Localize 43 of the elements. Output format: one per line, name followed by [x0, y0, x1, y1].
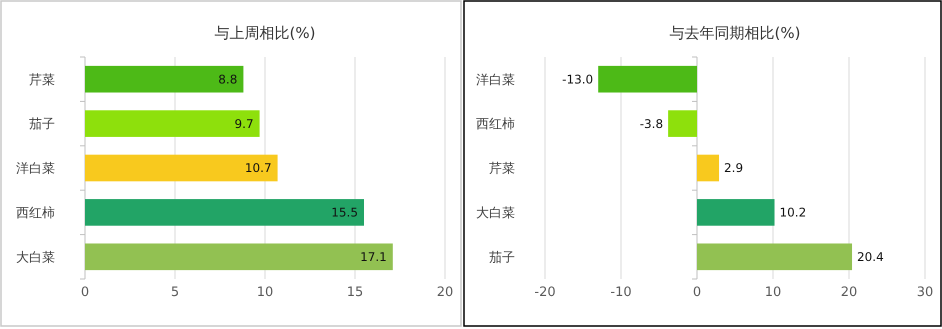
bar	[85, 66, 244, 93]
data-label: 15.5	[331, 206, 358, 220]
y-tick-label: 芹菜	[489, 162, 515, 177]
y-tick-label: 西红柿	[476, 117, 515, 132]
y-tick-label: 芹菜	[29, 72, 55, 88]
data-label: 8.8	[218, 72, 238, 86]
y-tick-label: 大白菜	[476, 206, 515, 221]
data-label: 2.9	[724, 161, 744, 176]
bar	[85, 154, 278, 182]
bar	[85, 110, 260, 137]
data-label: 9.7	[234, 116, 254, 131]
data-label: 10.7	[244, 161, 272, 176]
bar	[85, 243, 393, 270]
chart-title: 与上周相比(%)	[214, 24, 316, 42]
x-tick-label: 0	[80, 285, 90, 300]
x-tick-label: 5	[170, 285, 180, 300]
data-label: -3.8	[640, 116, 664, 131]
x-tick-label: 15	[346, 285, 364, 300]
bar	[598, 66, 697, 93]
y-tick-label: 茄子	[29, 117, 55, 132]
chart-title: 与去年同期相比(%)	[670, 24, 800, 42]
bar	[697, 199, 775, 226]
x-tick-label: 20	[840, 285, 858, 300]
bar	[668, 110, 697, 137]
data-label: 10.2	[780, 206, 806, 220]
x-tick-label: -20	[534, 285, 556, 300]
data-label: -13.0	[562, 72, 594, 86]
y-tick-label: 洋白菜	[476, 72, 515, 88]
y-tick-label: 茄子	[489, 250, 515, 266]
y-tick-label: 洋白菜	[16, 162, 55, 177]
x-tick-label: 30	[916, 285, 934, 300]
bar	[85, 199, 364, 226]
x-tick-label: -10	[610, 285, 632, 300]
bar	[697, 154, 720, 182]
y-tick-label: 西红柿	[16, 206, 55, 221]
x-tick-label: 10	[764, 285, 782, 300]
x-tick-label: 10	[256, 285, 274, 300]
x-tick-label: 20	[436, 285, 454, 300]
y-tick-label: 大白菜	[16, 250, 55, 266]
data-label: 17.1	[360, 250, 387, 264]
x-tick-label: 0	[692, 285, 702, 300]
bar	[697, 243, 852, 270]
data-label: 20.4	[857, 250, 884, 264]
